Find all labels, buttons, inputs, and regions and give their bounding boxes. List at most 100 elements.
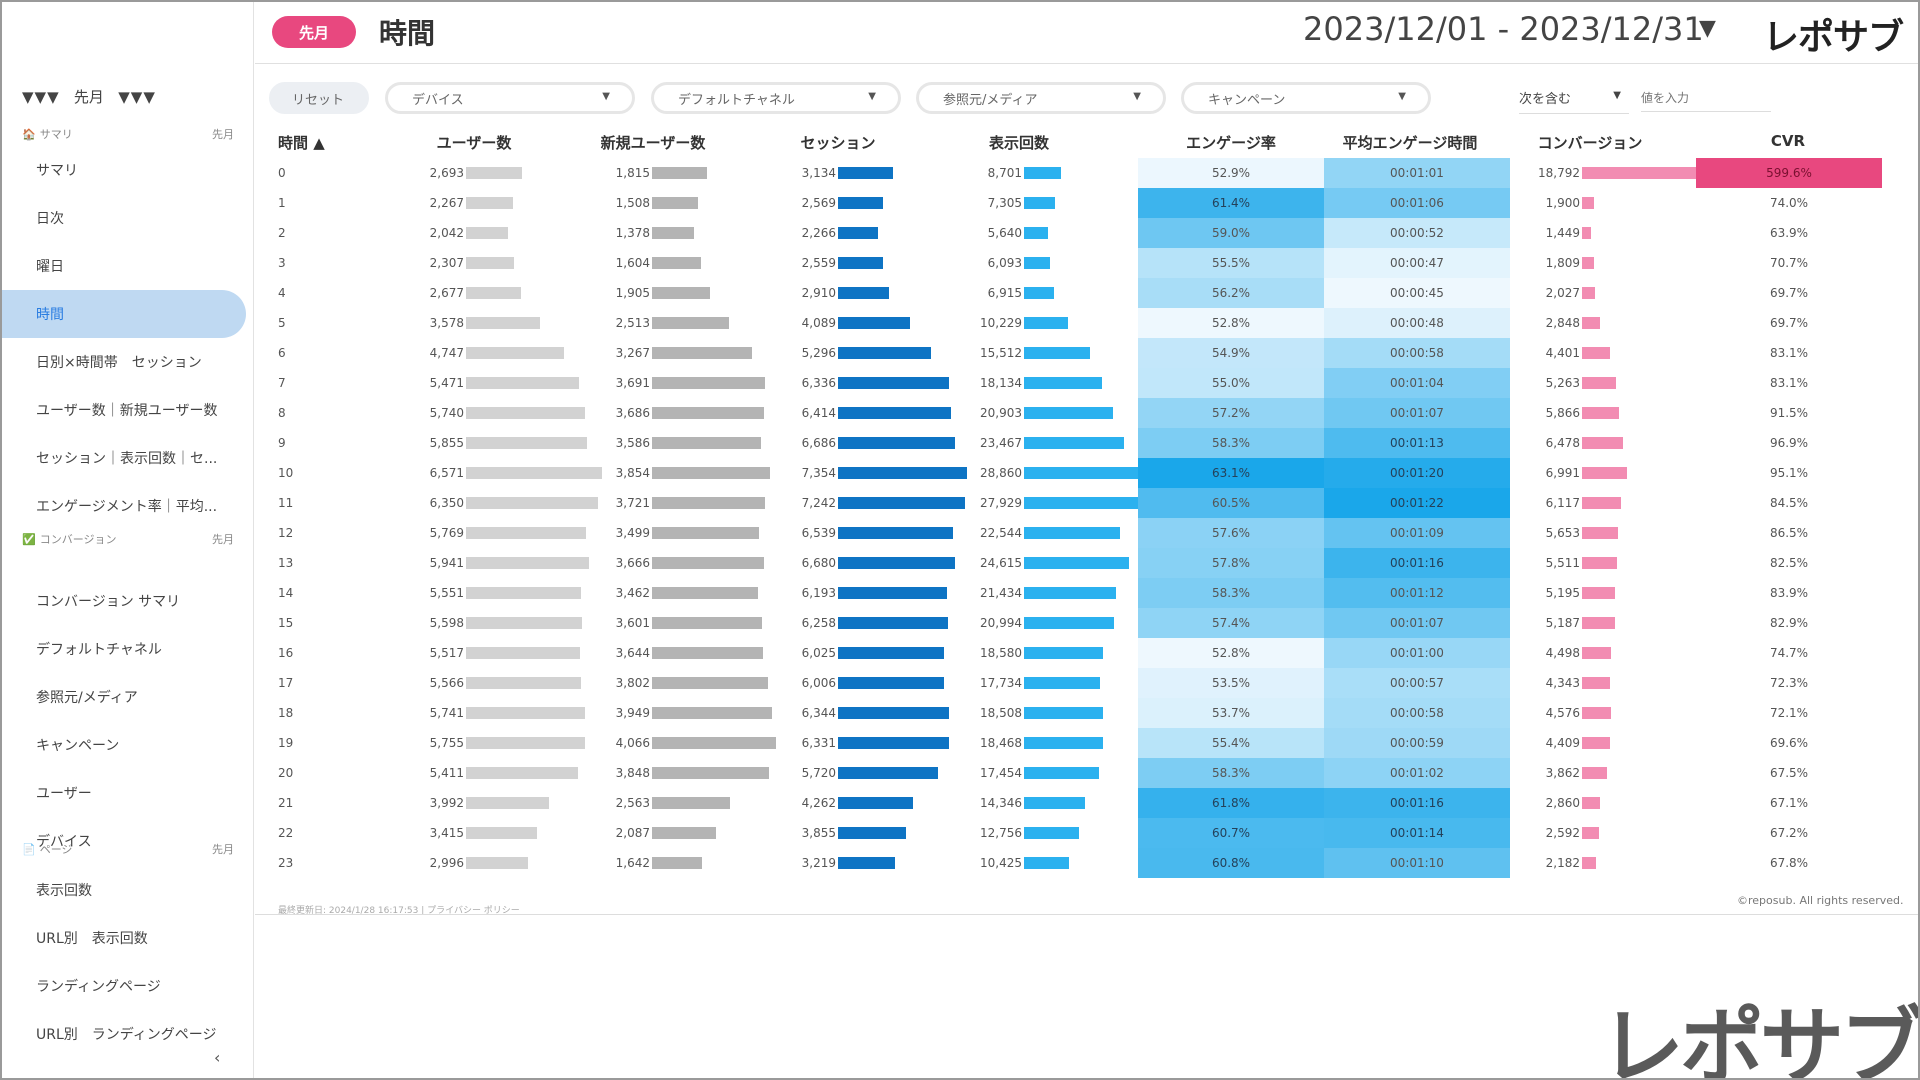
sidebar-item-17[interactable]: ランディングページ <box>2 962 246 1010</box>
data-bar <box>466 317 540 329</box>
users-cell: 5,551 <box>394 578 581 608</box>
sidebar-period-selector[interactable]: ▼▼▼ 先月 ▼▼▼ <box>22 86 156 107</box>
collapse-sidebar-button[interactable]: ‹ <box>214 1048 220 1067</box>
table-row[interactable]: 3 2,307 1,604 2,559 6,093 55.5% 00:00:47 1,809 7… <box>278 248 1910 278</box>
column-header-5[interactable]: 表示回数 <box>988 134 1049 152</box>
cvr-cell: 599.6% <box>1696 158 1882 188</box>
views-cell: 10,229 <box>952 308 1132 338</box>
cell-value: 6,258 <box>801 616 836 630</box>
new-users-cell: 3,586 <box>580 428 761 458</box>
cell-value: 1,809 <box>1545 256 1580 270</box>
table-row[interactable]: 1 2,267 1,508 2,569 7,305 61.4% 00:01:06 1,900 7… <box>278 188 1910 218</box>
sidebar-section-2: ✅ コンバージョン 先月 <box>22 531 234 547</box>
sidebar-item-8[interactable]: エンゲージメント率｜平均... <box>2 482 246 530</box>
sidebar-item-13[interactable]: ユーザー <box>2 769 246 817</box>
table-row[interactable]: 7 5,471 3,691 6,336 18,134 55.0% 00:01:04 5,263… <box>278 368 1910 398</box>
reset-button[interactable]: リセット <box>269 82 369 114</box>
column-header-9[interactable]: CVR <box>1770 132 1806 150</box>
sidebar-item-12[interactable]: キャンペーン <box>2 721 246 769</box>
table-row[interactable]: 10 6,571 3,854 7,354 28,860 63.1% 00:01:20 6,99… <box>278 458 1910 488</box>
period-button[interactable]: 先月 <box>272 16 356 48</box>
sidebar-item-15[interactable]: 表示回数 <box>2 866 246 914</box>
column-header-2[interactable]: ユーザー数 <box>436 134 512 152</box>
channel-filter[interactable]: デフォルトチャネル ▼ <box>651 82 901 114</box>
sidebar-item-2[interactable]: 日次 <box>2 194 246 242</box>
data-bar <box>838 797 913 809</box>
privacy-policy-link[interactable]: プライバシー ポリシー <box>427 906 520 916</box>
sidebar-item-5[interactable]: 日別×時間帯 セッション <box>2 338 246 386</box>
table-row[interactable]: 8 5,740 3,686 6,414 20,903 57.2% 00:01:07 5,866… <box>278 398 1910 428</box>
table-row[interactable]: 6 4,747 3,267 5,296 15,512 54.9% 00:00:58 4,401… <box>278 338 1910 368</box>
column-header-3[interactable]: 新規ユーザー数 <box>600 134 706 152</box>
sidebar-item-1[interactable]: サマリ <box>2 146 246 194</box>
date-range-picker[interactable]: 2023/12/01 - 2023/12/31 <box>1303 10 1704 48</box>
data-bar <box>1582 167 1702 179</box>
cell-value: 6,686 <box>801 436 836 450</box>
views-cell: 20,903 <box>952 398 1132 428</box>
table-row[interactable]: 20 5,411 3,848 5,720 17,454 58.3% 00:01:02 3,86… <box>278 758 1910 788</box>
device-filter[interactable]: デバイス ▼ <box>385 82 635 114</box>
sidebar-item-4[interactable]: 時間 <box>2 290 246 338</box>
sidebar-section-title: サマリ <box>39 128 73 141</box>
views-cell: 14,346 <box>952 788 1132 818</box>
footer-separator: | <box>421 906 425 916</box>
column-header-8[interactable]: コンバージョン <box>1537 134 1643 152</box>
table-row[interactable]: 2 2,042 1,378 2,266 5,640 59.0% 00:00:52 1,449 6… <box>278 218 1910 248</box>
cvr-cell: 96.9% <box>1769 436 1809 450</box>
data-bar <box>1582 287 1595 299</box>
table-row[interactable]: 21 3,992 2,563 4,262 14,346 61.8% 00:01:16 2,86… <box>278 788 1910 818</box>
source-medium-filter[interactable]: 参照元/メディア ▼ <box>916 82 1166 114</box>
campaign-filter[interactable]: キャンペーン ▼ <box>1181 82 1431 114</box>
sidebar-item-18[interactable]: URL別 ランディングページ <box>2 1010 246 1058</box>
column-header-7[interactable]: 平均エンゲージ時間 <box>1342 134 1478 152</box>
table-row[interactable]: 9 5,855 3,586 6,686 23,467 58.3% 00:01:13 6,478… <box>278 428 1910 458</box>
column-header-6[interactable]: エンゲージ率 <box>1186 134 1276 152</box>
data-bar <box>1024 557 1129 569</box>
column-header-1[interactable]: 時間 ▲ <box>278 134 325 152</box>
hour-cell: 13 <box>278 556 294 570</box>
data-bar <box>1024 437 1124 449</box>
table-row[interactable]: 5 3,578 2,513 4,089 10,229 52.8% 00:00:48 2,848… <box>278 308 1910 338</box>
table-row[interactable]: 18 5,741 3,949 6,344 18,508 53.7% 00:00:58 4,57… <box>278 698 1910 728</box>
table-row[interactable]: 17 5,566 3,802 6,006 17,734 53.5% 00:00:57 4,34… <box>278 668 1910 698</box>
table-row[interactable]: 13 5,941 3,666 6,680 24,615 57.8% 00:01:16 5,51… <box>278 548 1910 578</box>
sidebar-item-16[interactable]: URL別 表示回数 <box>2 914 246 962</box>
column-header-4[interactable]: セッション <box>800 134 876 152</box>
table-row[interactable]: 19 5,755 4,066 6,331 18,468 55.4% 00:00:59 4,40… <box>278 728 1910 758</box>
sidebar-item-10[interactable]: デフォルトチャネル <box>2 625 246 673</box>
data-bar <box>466 827 537 839</box>
sidebar-item-9[interactable]: コンバージョン サマリ <box>2 577 246 625</box>
caret-down-icon[interactable]: ▼ <box>1699 16 1716 41</box>
engage-cell: 55.0% <box>1138 368 1324 398</box>
match-mode-select[interactable]: 次を含む ▼ <box>1519 82 1629 114</box>
sidebar-item-label: キャンペーン <box>36 738 120 754</box>
avg-time-cell: 00:00:52 <box>1324 218 1510 248</box>
table-row[interactable]: 23 2,996 1,642 3,219 10,425 60.8% 00:01:10 2,18… <box>278 848 1910 878</box>
sidebar-item-14[interactable]: デバイス <box>2 817 246 865</box>
table-row[interactable]: 4 2,677 1,905 2,910 6,915 56.2% 00:00:45 2,027 6… <box>278 278 1910 308</box>
sidebar-item-6[interactable]: ユーザー数｜新規ユーザー数 <box>2 386 246 434</box>
sidebar-item-7[interactable]: セッション｜表示回数｜セ... <box>2 434 246 482</box>
users-cell: 5,740 <box>394 398 585 428</box>
table-row[interactable]: 15 5,598 3,601 6,258 20,994 57.4% 00:01:07 5,18… <box>278 608 1910 638</box>
table-row[interactable]: 22 3,415 2,087 3,855 12,756 60.7% 00:01:14 2,59… <box>278 818 1910 848</box>
table-row[interactable]: 12 5,769 3,499 6,539 22,544 57.6% 00:01:09 5,65… <box>278 518 1910 548</box>
data-bar <box>1024 797 1085 809</box>
data-bar <box>652 587 758 599</box>
cell-value: 3,134 <box>801 166 836 180</box>
table-row[interactable]: 16 5,517 3,644 6,025 18,580 52.8% 00:01:00 4,49… <box>278 638 1910 668</box>
hour-cell: 11 <box>278 496 294 510</box>
engage-cell: 54.9% <box>1138 338 1324 368</box>
table-row[interactable]: 0 2,693 1,815 3,134 8,701 52.9% 00:01:01 18,792… <box>278 158 1910 188</box>
sidebar-item-11[interactable]: 参照元/メディア <box>2 673 246 721</box>
sessions-cell: 6,680 <box>766 548 955 578</box>
new-users-cell: 3,848 <box>580 758 769 788</box>
cell-value: 3,462 <box>615 586 650 600</box>
table-row[interactable]: 11 6,350 3,721 7,242 27,929 60.5% 00:01:22 6,11… <box>278 488 1910 518</box>
value-input[interactable] <box>1641 84 1771 112</box>
avg-time-cell: 00:01:04 <box>1324 368 1510 398</box>
views-cell: 17,734 <box>952 668 1132 698</box>
table-row[interactable]: 14 5,551 3,462 6,193 21,434 58.3% 00:01:12 5,19… <box>278 578 1910 608</box>
sidebar-item-3[interactable]: 曜日 <box>2 242 246 290</box>
filter-label: キャンペーン <box>1208 92 1286 108</box>
